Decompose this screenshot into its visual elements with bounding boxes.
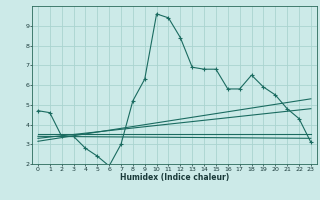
X-axis label: Humidex (Indice chaleur): Humidex (Indice chaleur) bbox=[120, 173, 229, 182]
